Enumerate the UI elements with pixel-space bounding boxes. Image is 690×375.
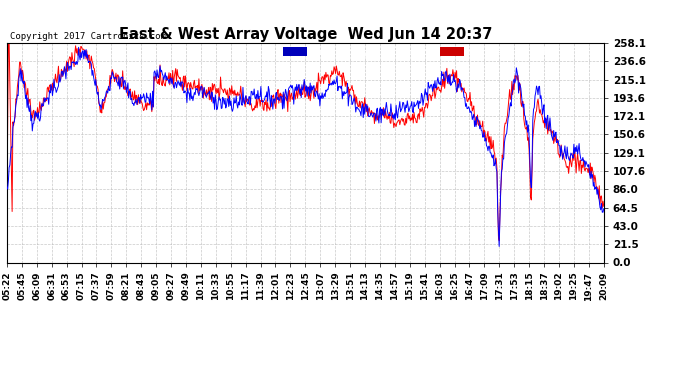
Legend: East Array  (DC Volts), West Array  (DC Volts): East Array (DC Volts), West Array (DC Vo… bbox=[280, 44, 599, 60]
Title: East & West Array Voltage  Wed Jun 14 20:37: East & West Array Voltage Wed Jun 14 20:… bbox=[119, 27, 492, 42]
Text: Copyright 2017 Cartronics.com: Copyright 2017 Cartronics.com bbox=[10, 32, 166, 41]
